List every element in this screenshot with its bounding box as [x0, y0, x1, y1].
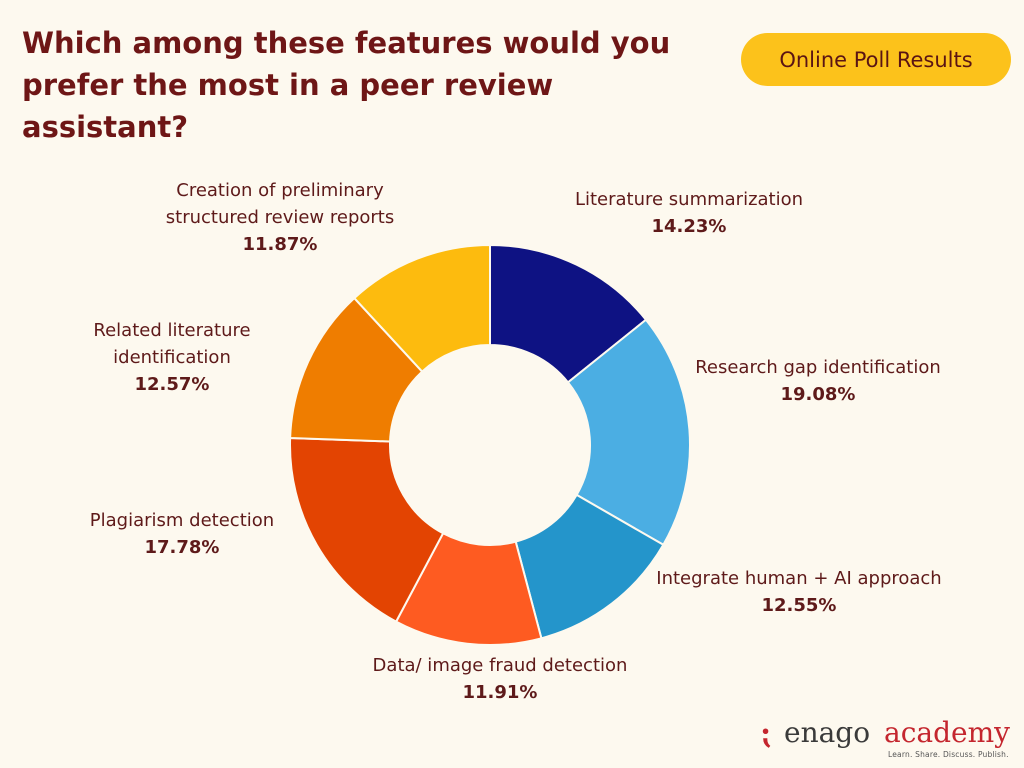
slice-label-value: 19.08%: [780, 384, 856, 405]
slice-label-name: Integrate human + AI approach: [656, 568, 942, 589]
slice-label-value: 11.91%: [462, 682, 538, 703]
label-literature-summarization: Literature summarization 14.23%: [548, 186, 830, 240]
slice-label-value: 11.87%: [242, 234, 318, 255]
logo-mark-icon: ⁏: [762, 716, 774, 751]
slice-label-name-line1: Related literature: [93, 320, 251, 341]
slice-label-name-line2: identification: [113, 347, 231, 368]
logo-enago-text: enago: [784, 716, 871, 749]
label-creation-reports: Creation of preliminary structured revie…: [138, 177, 422, 258]
donut-slice-plagiarism-detection: [289, 436, 445, 623]
logo-academy-text: academy: [884, 716, 1010, 749]
slice-label-name: Research gap identification: [695, 357, 941, 378]
donut-slice-literature-summarization: [489, 243, 648, 384]
slice-label-name-line1: Creation of preliminary: [176, 180, 384, 201]
enago-academy-logo: ⁏ enago academy Learn. Share. Discuss. P…: [762, 716, 1014, 762]
poll-results-badge: Online Poll Results: [741, 33, 1011, 86]
slice-label-value: 14.23%: [651, 216, 727, 237]
label-integrate-human-ai: Integrate human + AI approach 12.55%: [638, 565, 960, 619]
chart-title: Which among these features would you pre…: [22, 26, 671, 144]
donut-slice-creation-of-preliminary-structured-review-reports: [352, 243, 491, 373]
label-data-image-fraud: Data/ image fraud detection 11.91%: [350, 652, 650, 706]
slice-label-value: 17.78%: [144, 537, 220, 558]
label-plagiarism-detection: Plagiarism detection 17.78%: [62, 507, 302, 561]
slice-label-name: Plagiarism detection: [89, 510, 275, 531]
slice-label-value: 12.57%: [134, 374, 210, 395]
donut-slice-research-gap-identification: [566, 318, 691, 547]
label-related-literature: Related literature identification 12.57%: [62, 317, 282, 398]
slice-label-name: Literature summarization: [574, 189, 804, 210]
slice-label-value: 12.55%: [761, 595, 837, 616]
label-research-gap: Research gap identification 19.08%: [672, 354, 964, 408]
slice-label-name-line2: structured review reports: [165, 207, 395, 228]
logo-tagline: Learn. Share. Discuss. Publish.: [888, 750, 1009, 759]
slice-label-name: Data/ image fraud detection: [372, 655, 628, 676]
